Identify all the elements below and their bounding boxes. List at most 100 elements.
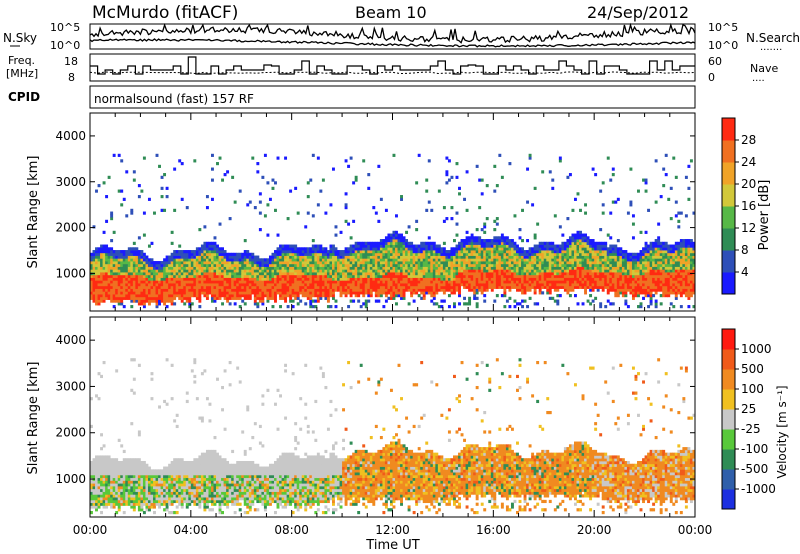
power-cell xyxy=(165,305,169,309)
power-cell xyxy=(639,263,643,267)
power-cell xyxy=(657,258,661,262)
power-cell xyxy=(647,274,651,278)
power-cell xyxy=(248,200,252,204)
power-cell xyxy=(412,261,416,265)
power-cell xyxy=(437,283,441,287)
power-cell xyxy=(402,283,406,287)
power-cell xyxy=(107,252,111,256)
power-cell xyxy=(505,255,509,259)
power-cell xyxy=(379,263,383,267)
power-cell xyxy=(367,288,371,292)
power-cell xyxy=(667,291,671,295)
power-cell xyxy=(470,283,474,287)
power-cell xyxy=(556,285,560,289)
power-cell xyxy=(379,277,383,281)
power-cell xyxy=(90,291,93,295)
power-cell xyxy=(639,274,643,278)
power-cell xyxy=(105,266,109,270)
power-cell xyxy=(523,288,527,292)
power-cell xyxy=(364,250,368,254)
power-cell xyxy=(329,258,333,262)
power-cell xyxy=(674,250,678,254)
power-cell xyxy=(634,263,638,267)
power-cell xyxy=(299,288,303,292)
power-cell xyxy=(367,291,371,295)
power-cell xyxy=(503,280,507,284)
power-cell xyxy=(654,241,658,245)
power-cell xyxy=(150,258,154,262)
power-cell xyxy=(505,274,509,278)
power-cell xyxy=(682,277,686,281)
power-cell xyxy=(198,258,202,262)
power-cell xyxy=(543,266,547,270)
power-cell xyxy=(284,299,288,303)
power-cell xyxy=(294,258,298,262)
power-cell xyxy=(274,296,277,300)
power-cell xyxy=(526,283,530,287)
power-cell xyxy=(521,255,524,259)
power-cell xyxy=(347,261,351,265)
power-cell xyxy=(294,285,298,289)
power-cell xyxy=(677,211,681,215)
power-cell xyxy=(110,266,114,270)
power-cell xyxy=(493,272,497,276)
power-cell xyxy=(495,244,499,248)
power-cell xyxy=(649,261,653,265)
power-cell xyxy=(447,258,451,262)
power-cell xyxy=(460,283,464,287)
power-cell xyxy=(294,252,298,256)
power-cell xyxy=(226,283,230,287)
power-cell xyxy=(435,255,439,259)
power-cell xyxy=(168,272,172,276)
power-cell xyxy=(435,291,439,295)
power-cell xyxy=(425,291,429,295)
power-cell xyxy=(342,263,346,267)
power-cell xyxy=(243,291,247,295)
power-cell xyxy=(357,274,361,278)
power-cell xyxy=(195,250,199,254)
power-cell xyxy=(561,272,565,276)
power-cell xyxy=(195,252,199,256)
power-cell xyxy=(344,285,348,289)
power-cell xyxy=(309,266,313,270)
power-cell xyxy=(115,285,119,289)
power-cell xyxy=(490,272,494,276)
power-cell xyxy=(344,269,348,273)
power-cell xyxy=(263,274,267,278)
power-cell xyxy=(604,283,608,287)
power-cell xyxy=(319,283,323,287)
power-cell xyxy=(591,285,595,289)
power-cell xyxy=(362,263,366,267)
power-cell xyxy=(354,175,358,179)
power-cell xyxy=(299,269,303,273)
power-cell xyxy=(400,241,403,245)
power-cell xyxy=(286,244,290,248)
power-cell xyxy=(594,255,598,259)
power-cell xyxy=(334,288,338,292)
power-cell xyxy=(226,299,230,303)
power-cell xyxy=(553,247,557,251)
power-cell xyxy=(374,244,378,248)
power-cell xyxy=(337,280,340,284)
power-cell xyxy=(357,291,361,295)
power-cell xyxy=(553,272,557,276)
power-cell xyxy=(369,247,373,251)
power-cell xyxy=(342,261,346,265)
power-cell xyxy=(503,261,507,265)
power-cell xyxy=(568,173,572,177)
power-cell xyxy=(662,266,666,270)
power-cell xyxy=(266,181,270,185)
power-cell xyxy=(689,250,693,254)
power-cell xyxy=(296,250,300,254)
power-cell xyxy=(105,258,109,262)
power-cell xyxy=(289,288,293,292)
power-cell xyxy=(185,294,189,298)
power-cell xyxy=(553,214,557,218)
power-cell xyxy=(659,285,663,289)
power-cell xyxy=(102,261,106,265)
power-cell xyxy=(168,266,172,270)
power-cell xyxy=(127,277,131,281)
power-cell xyxy=(586,285,590,289)
power-cell xyxy=(518,236,522,240)
power-cell xyxy=(576,277,580,281)
